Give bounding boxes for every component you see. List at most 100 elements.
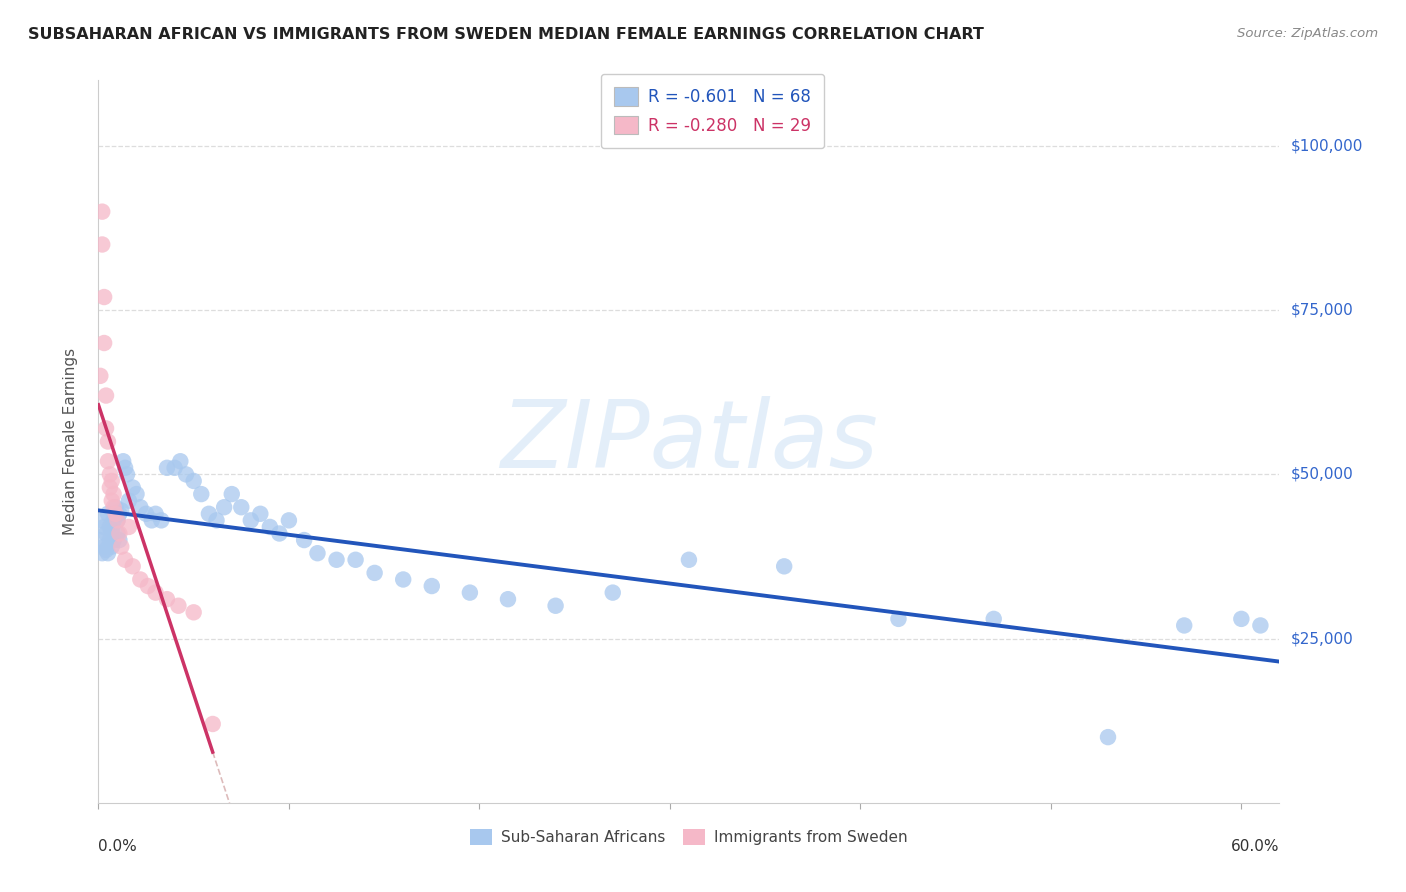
Point [94,542,117,557]
Point [136,579,159,593]
Text: $50,000: $50,000 [1291,467,1354,482]
Point [118,493,141,508]
Point [145,507,167,521]
Point [325,553,347,567]
Point [93,290,115,304]
Point [458,585,481,599]
Point [129,500,152,515]
Point [1230,612,1253,626]
Point [239,513,262,527]
Point [190,487,212,501]
Point [107,513,129,527]
Point [544,599,567,613]
Point [97,434,120,449]
Point [212,500,235,515]
Text: 0.0%: 0.0% [98,838,138,854]
Point [93,540,115,554]
Point [205,513,228,527]
Point [344,553,367,567]
Point [103,533,125,547]
Point [97,454,120,468]
Point [89,533,111,547]
Point [97,546,120,560]
Point [249,507,271,521]
Point [97,507,120,521]
Text: Source: ZipAtlas.com: Source: ZipAtlas.com [1237,27,1378,40]
Point [135,507,157,521]
Point [277,513,299,527]
Point [108,507,131,521]
Text: 60.0%: 60.0% [1232,838,1279,854]
Point [163,460,186,475]
Point [125,487,148,501]
Point [110,540,132,554]
Point [121,481,143,495]
Point [104,500,127,515]
Point [98,481,121,495]
Point [107,526,129,541]
Point [94,388,117,402]
Point [392,573,415,587]
Point [198,507,221,521]
Point [103,487,125,501]
Point [167,599,190,613]
Text: $25,000: $25,000 [1291,632,1354,646]
Point [100,474,122,488]
Point [121,559,143,574]
Legend: Sub-Saharan Africans, Immigrants from Sweden: Sub-Saharan Africans, Immigrants from Sw… [463,821,915,853]
Point [93,520,115,534]
Text: ZIPatlas: ZIPatlas [501,396,877,487]
Point [118,520,141,534]
Y-axis label: Median Female Earnings: Median Female Earnings [63,348,77,535]
Point [201,717,224,731]
Point [100,493,122,508]
Text: SUBSAHARAN AFRICAN VS IMMIGRANTS FROM SWEDEN MEDIAN FEMALE EARNINGS CORRELATION : SUBSAHARAN AFRICAN VS IMMIGRANTS FROM SW… [28,27,984,42]
Point [91,513,114,527]
Point [91,546,114,560]
Point [94,421,117,435]
Point [1249,618,1271,632]
Point [104,507,127,521]
Point [174,467,197,482]
Point [259,520,281,534]
Point [93,336,115,351]
Point [983,612,1005,626]
Point [114,460,136,475]
Point [98,467,121,482]
Point [169,454,191,468]
Point [104,507,127,521]
Point [221,487,243,501]
Point [112,454,135,468]
Point [156,592,179,607]
Point [89,368,111,383]
Point [98,533,121,547]
Point [110,503,132,517]
Point [94,526,117,541]
Point [307,546,329,560]
Point [496,592,519,607]
Point [103,513,125,527]
Point [269,526,291,541]
Point [150,513,173,527]
Point [91,204,114,219]
Point [156,460,179,475]
Point [420,579,443,593]
Point [183,605,205,619]
Point [145,585,167,599]
Point [183,474,205,488]
Point [115,467,138,482]
Point [129,573,152,587]
Text: $100,000: $100,000 [1291,138,1362,153]
Point [91,237,114,252]
Point [678,553,700,567]
Point [602,585,624,599]
Point [1173,618,1195,632]
Point [231,500,253,515]
Point [363,566,385,580]
Point [108,526,131,541]
Point [141,513,163,527]
Point [114,553,136,567]
Point [887,612,910,626]
Point [100,523,122,537]
Point [103,500,125,515]
